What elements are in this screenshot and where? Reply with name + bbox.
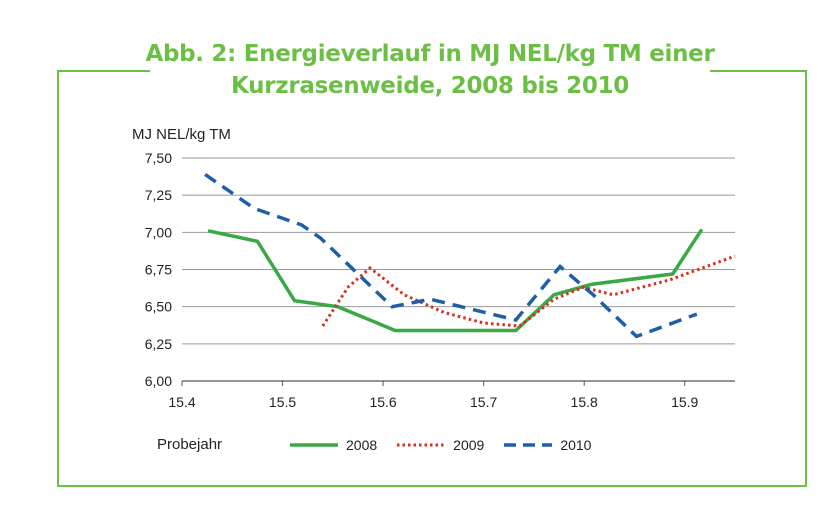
y-tick-label-1: 6,25 xyxy=(145,336,172,352)
y-tick-label-6: 7,50 xyxy=(145,150,172,166)
y-tick-label-4: 7,00 xyxy=(145,224,172,240)
grid xyxy=(181,157,735,386)
title-mask xyxy=(150,60,710,84)
y-tick-labels: 6,00 6,25 6,50 6,75 7,00 7,25 7,50 xyxy=(145,150,172,389)
x-tick-label-0: 15.4 xyxy=(168,394,195,410)
title-line-1: Abb. 2: Energieverlauf in MJ NEL/kg TM e… xyxy=(145,41,715,67)
x-tick-label-2: 15.6 xyxy=(369,394,396,410)
figure-title: Abb. 2: Energieverlauf in MJ NEL/kg TM e… xyxy=(140,38,720,102)
legend-item-2008: 2008 xyxy=(290,437,377,453)
y-tick-label-2: 6,50 xyxy=(145,299,172,315)
series-lines xyxy=(204,172,736,339)
series-line-2010 xyxy=(204,172,698,339)
y-tick-label-3: 6,75 xyxy=(145,262,172,278)
x-tick-label-1: 15.5 xyxy=(269,394,296,410)
x-tick-label-3: 15.7 xyxy=(470,394,497,410)
legend-label-2008: 2008 xyxy=(346,437,378,453)
y-axis-label: MJ NEL/kg TM xyxy=(132,126,231,143)
y-tick-label-0: 6,00 xyxy=(145,373,172,389)
x-axis-label: Probejahr xyxy=(157,436,223,453)
legend-item-2010: 2010 xyxy=(504,437,591,453)
legend-label-2009: 2009 xyxy=(453,437,485,453)
x-tick-label-4: 15.8 xyxy=(571,394,598,410)
series-line-2008 xyxy=(207,228,704,333)
x-tick-labels: 15.4 15.5 15.6 15.7 15.8 15.9 xyxy=(168,394,698,410)
title-line-2: Kurzrasenweide, 2008 bis 2010 xyxy=(231,73,629,99)
x-tick-label-5: 15.9 xyxy=(671,394,698,410)
series-line-2009 xyxy=(321,254,736,328)
y-tick-label-5: 7,25 xyxy=(145,187,172,203)
legend-item-2009: 2009 xyxy=(397,437,484,453)
legend: 2008 2009 2010 xyxy=(290,437,591,453)
legend-label-2010: 2010 xyxy=(560,437,592,453)
